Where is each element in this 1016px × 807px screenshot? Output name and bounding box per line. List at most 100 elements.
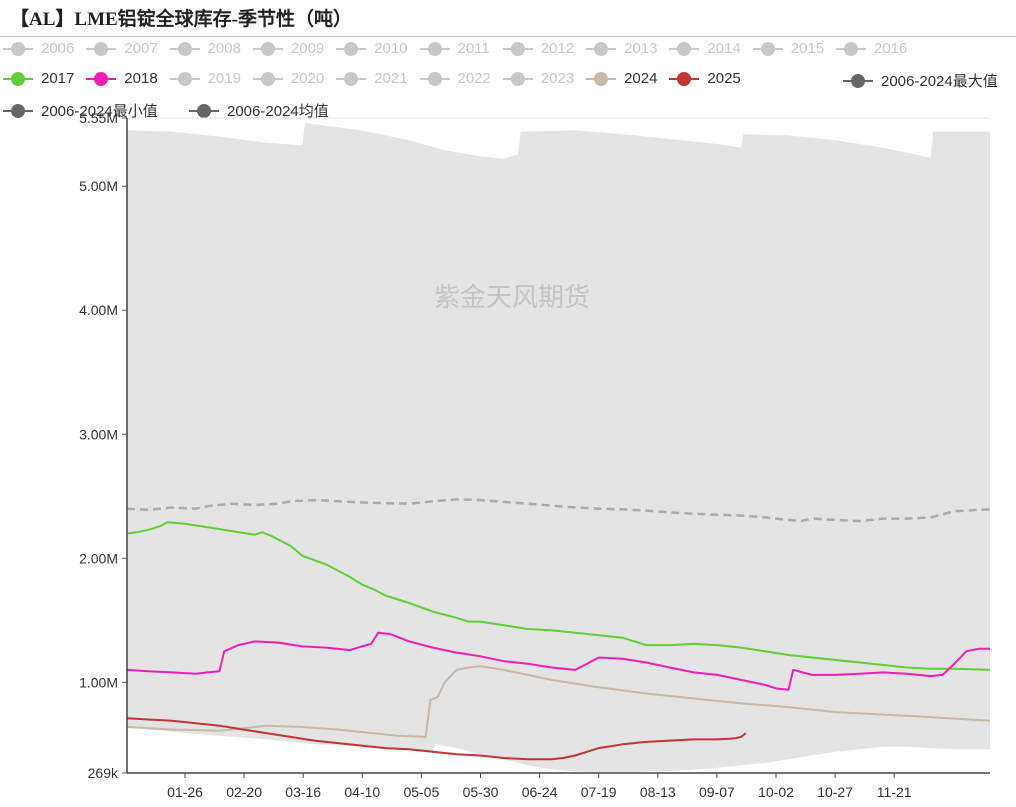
legend-marker — [336, 71, 367, 87]
legend-item-2025[interactable]: 2025 — [669, 70, 741, 87]
legend-marker — [836, 41, 866, 57]
legend-marker — [502, 41, 533, 57]
legend-marker — [189, 103, 219, 119]
legend-item-2023[interactable]: 2023 — [502, 70, 575, 87]
legend-label: 2008 — [207, 40, 241, 57]
x-tick-label: 03-16 — [285, 784, 321, 800]
legend-marker — [843, 73, 873, 89]
max-min-band — [127, 123, 990, 773]
x-tick-label: 09-07 — [699, 784, 735, 800]
legend-label: 2025 — [707, 70, 741, 87]
legend-item-2024[interactable]: 2024 — [586, 70, 657, 87]
legend-marker — [169, 41, 200, 57]
legend-label: 2006-2024均值 — [227, 103, 329, 120]
legend-label: 2006 — [41, 40, 75, 57]
x-tick-label: 01-26 — [167, 784, 203, 800]
x-tick-label: 08-13 — [640, 784, 676, 800]
legend-item-2012[interactable]: 2012 — [502, 40, 575, 57]
axes: 269k 1.00M 2.00M 3.00M 4.00M 5.00M 5.55M 01-26 0… — [79, 110, 990, 800]
legend-item-2006-2024最大值[interactable]: 2006-2024最大值 — [843, 70, 998, 91]
legend-item-2008[interactable]: 2008 — [169, 40, 241, 57]
x-tick-label: 11-21 — [877, 784, 912, 800]
legend-item-2010[interactable]: 2010 — [336, 40, 408, 57]
series-group — [126, 498, 991, 761]
legend-item-2021[interactable]: 2021 — [336, 70, 408, 87]
x-tick-label: 05-30 — [463, 784, 499, 800]
x-tick-label: 05-05 — [403, 784, 439, 800]
legend-item-2006-2024最小值[interactable]: 2006-2024最小值 — [3, 100, 158, 121]
legend-label: 2011 — [457, 40, 490, 57]
legend-marker — [586, 71, 617, 87]
legend-item-2016[interactable]: 2016 — [836, 40, 907, 57]
legend-label: 2016 — [874, 40, 908, 57]
legend-marker — [169, 71, 200, 87]
x-tick-label: 02-20 — [226, 784, 262, 800]
x-tick-label: 06-24 — [522, 784, 558, 800]
y-tick-label: 3.00M — [79, 426, 118, 442]
title-divider — [0, 36, 1016, 37]
legend-marker — [86, 41, 117, 57]
legend-label: 2010 — [374, 40, 408, 57]
legend-marker — [3, 41, 33, 57]
range-band-area — [127, 123, 990, 773]
legend-label: 2015 — [790, 40, 825, 57]
legend-marker — [419, 41, 450, 57]
legend-label: 2012 — [540, 40, 575, 57]
series-line-2024 — [126, 665, 991, 738]
y-tick-label: 269k — [88, 765, 119, 781]
series-line-2018 — [126, 631, 990, 691]
legend-item-2014[interactable]: 2014 — [669, 40, 741, 57]
legend-label: 2018 — [124, 70, 158, 87]
legend-item-2009[interactable]: 2009 — [252, 40, 325, 57]
legend-label: 2019 — [207, 70, 241, 87]
legend-item-2013[interactable]: 2013 — [586, 40, 657, 57]
legend-marker — [252, 71, 283, 87]
legend-item-2022[interactable]: 2022 — [419, 70, 491, 87]
watermark: 紫金天风期货 — [434, 283, 590, 313]
legend-marker — [86, 71, 117, 87]
legend-item-2018[interactable]: 2018 — [86, 70, 158, 87]
legend-label: 2017 — [41, 70, 75, 87]
legend-marker — [336, 41, 367, 57]
y-tick-label: 4.00M — [79, 302, 118, 318]
legend-item-2006[interactable]: 2006 — [3, 40, 74, 57]
legend-marker — [419, 71, 450, 87]
legend-label: 2007 — [124, 40, 158, 57]
chart-title: 【AL】LME铝锭全球库存-季节性（吨） — [10, 9, 353, 30]
x-tick-label: 10-27 — [817, 784, 853, 800]
y-tick-label: 1.00M — [79, 674, 118, 690]
legend: 2006 2007 2008 2009 2010 2011 2012 2013 2014 2015… — [0, 38, 1016, 122]
legend-label: 2013 — [624, 40, 658, 57]
legend-item-2006-2024均值[interactable]: 2006-2024均值 — [189, 100, 329, 121]
legend-item-2019[interactable]: 2019 — [169, 70, 241, 87]
legend-label: 2023 — [540, 70, 575, 87]
legend-label: 2009 — [290, 40, 325, 57]
legend-label: 2006-2024最小值 — [41, 103, 158, 120]
legend-marker — [252, 41, 283, 57]
legend-marker — [3, 71, 33, 87]
legend-item-2015[interactable]: 2015 — [752, 40, 825, 57]
legend-label: 2006-2024最大值 — [881, 73, 998, 90]
legend-marker — [502, 71, 533, 87]
y-tick-label: 2.00M — [79, 550, 118, 566]
legend-marker — [669, 71, 700, 87]
legend-label: 2024 — [624, 70, 658, 87]
legend-item-2011[interactable]: 2011 — [419, 40, 490, 57]
x-tick-label: 07-19 — [581, 784, 617, 800]
legend-label: 2014 — [707, 40, 741, 57]
legend-item-2007[interactable]: 2007 — [86, 40, 158, 57]
legend-label: 2022 — [457, 70, 491, 87]
x-tick-label: 04-10 — [344, 784, 380, 800]
legend-marker — [669, 41, 700, 57]
legend-label: 2020 — [290, 70, 325, 87]
series-line-2006-2024均值 — [126, 498, 991, 523]
x-tick-label: 10-02 — [758, 784, 794, 800]
legend-marker — [752, 41, 783, 57]
y-tick-label: 5.00M — [79, 178, 118, 194]
legend-item-2020[interactable]: 2020 — [252, 70, 325, 87]
series-line-2025 — [126, 717, 747, 761]
legend-label: 2021 — [374, 70, 408, 87]
legend-item-2017[interactable]: 2017 — [3, 70, 74, 87]
series-line-2017 — [126, 521, 991, 671]
